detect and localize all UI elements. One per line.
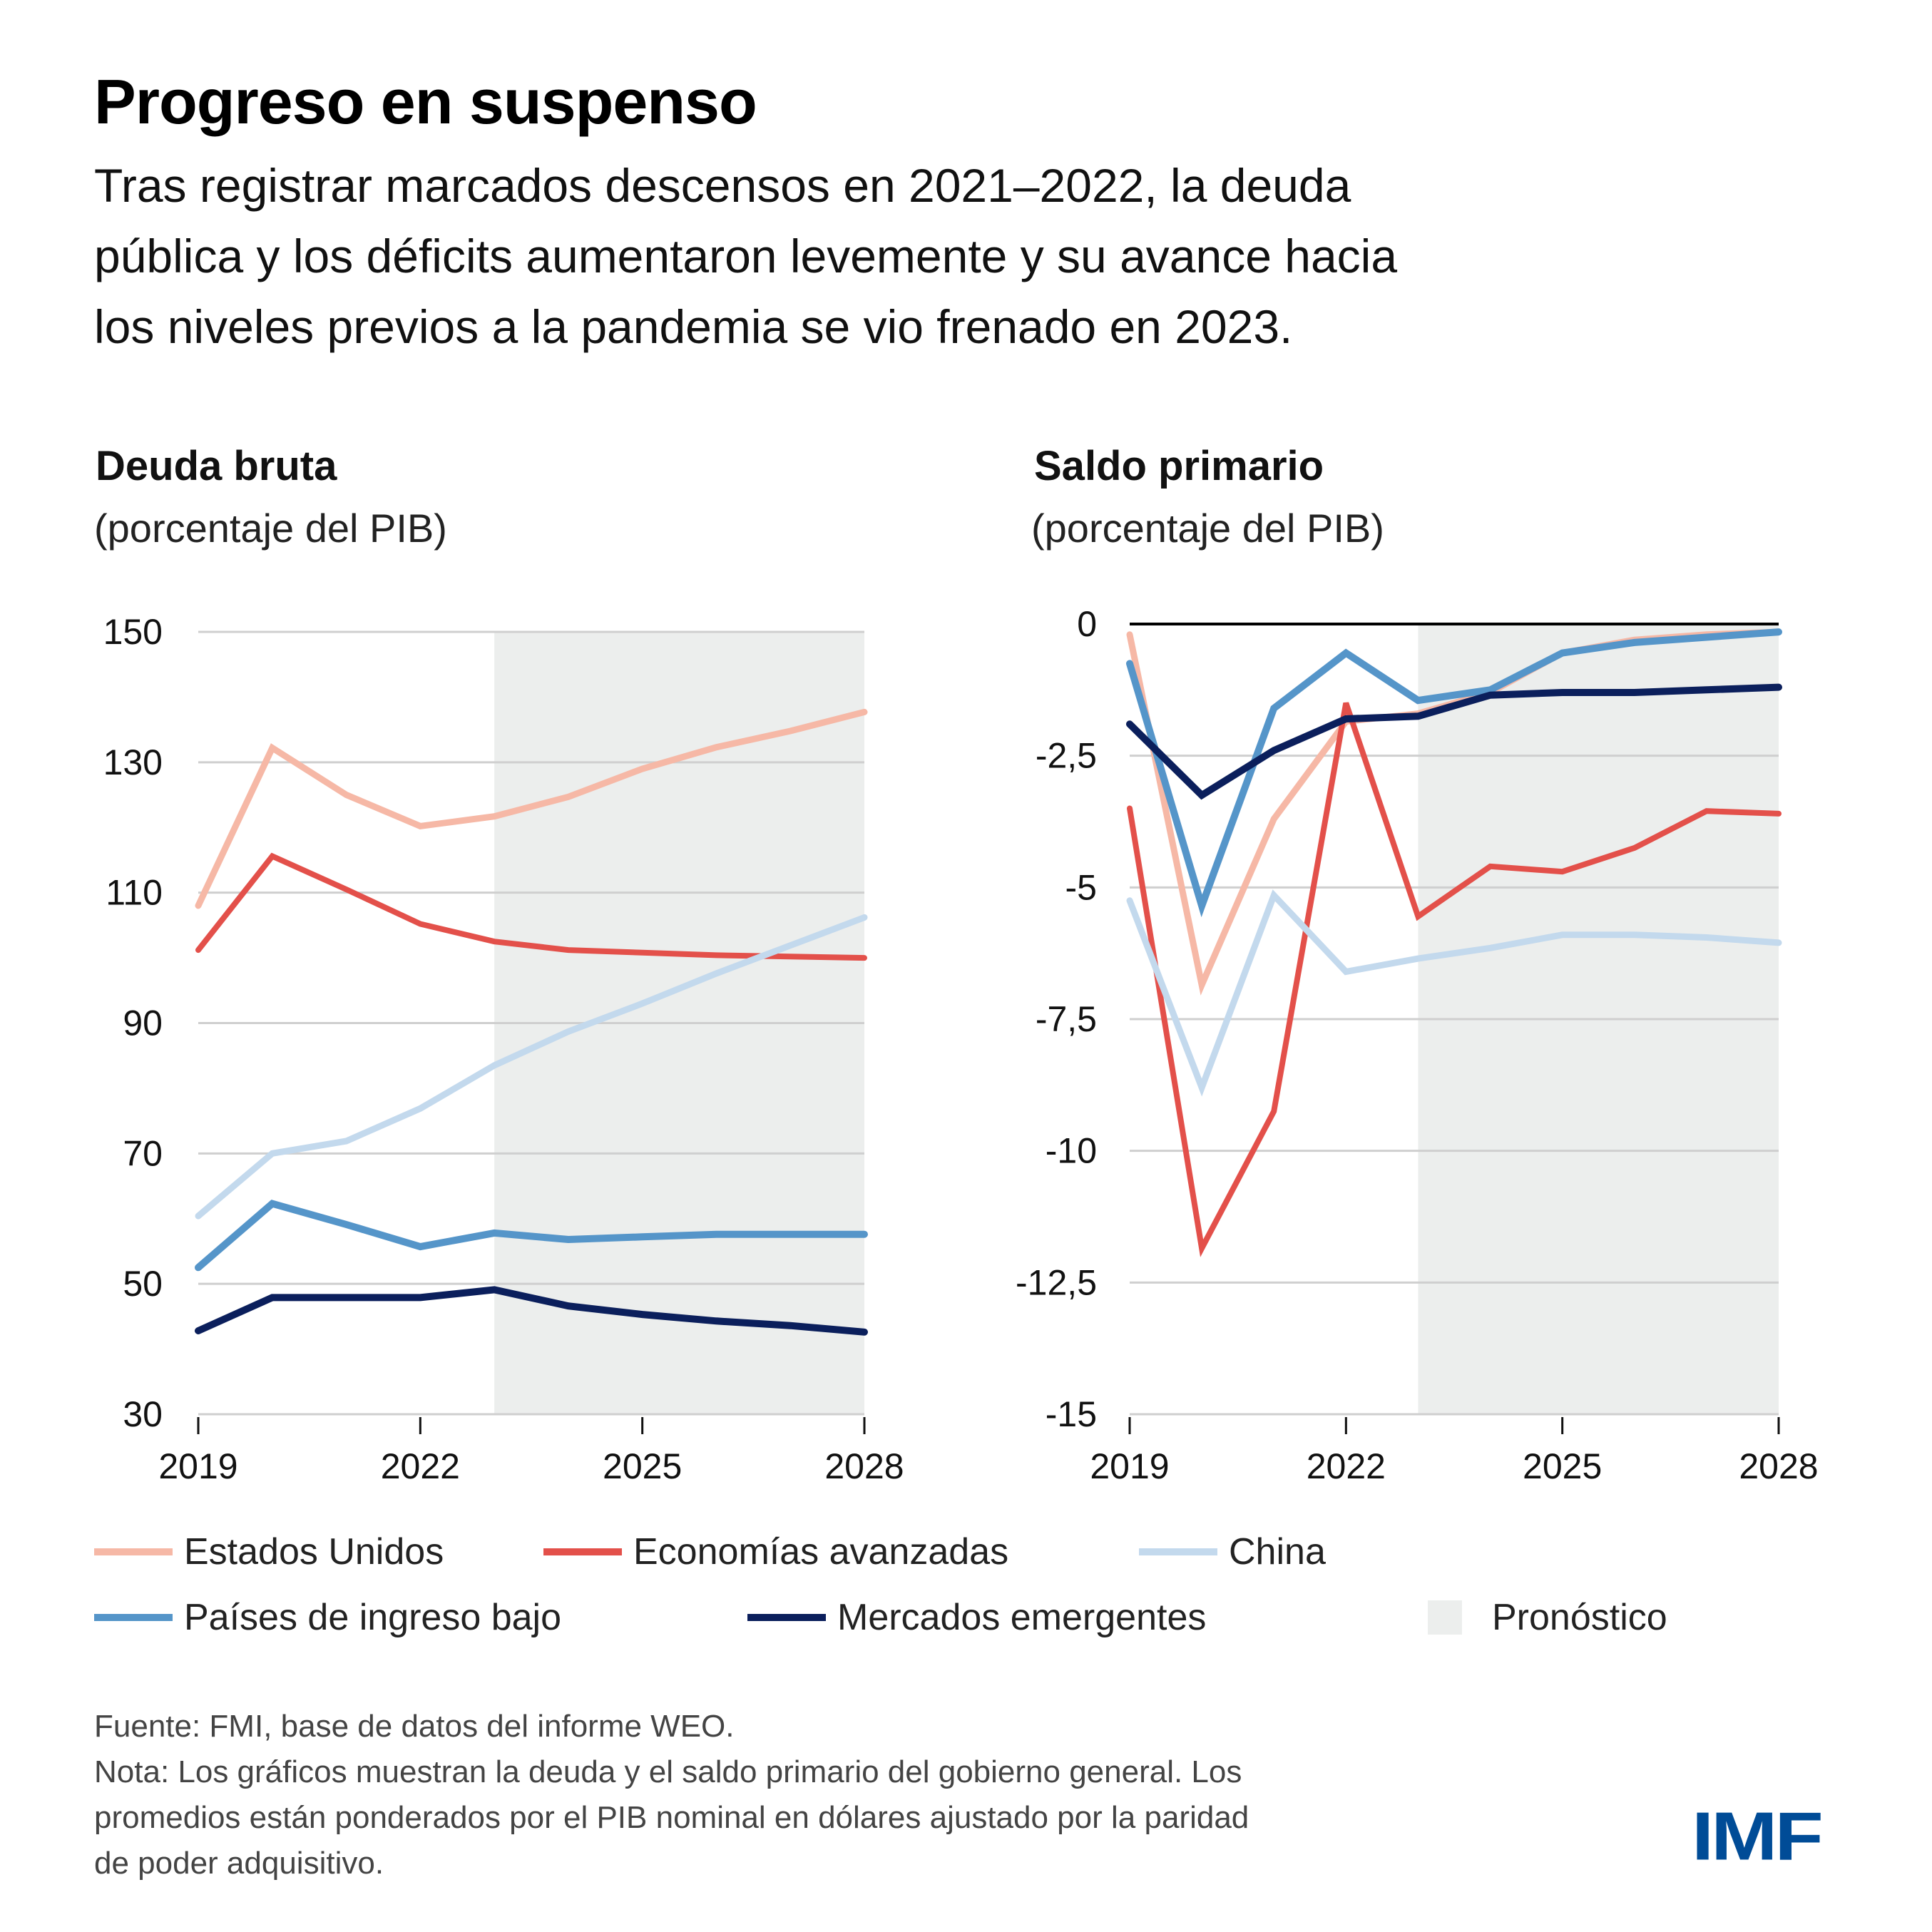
series-line-economias-avanzadas bbox=[1127, 702, 1782, 1257]
series-line-china bbox=[1126, 889, 1782, 1097]
y-tick-label: 90 bbox=[123, 1003, 163, 1043]
legend-label: Mercados emergentes bbox=[837, 1597, 1207, 1638]
legend-swatch-mercados-emergentes bbox=[747, 1614, 826, 1621]
x-tick-label: 2022 bbox=[1307, 1446, 1386, 1486]
deuda-bruta-chart: 30 50 70 90 110 130 150 2019 2022 2025 2028 bbox=[103, 612, 904, 1486]
saldo-primario-chart: -15 -12,5 -10 -7,5 -5 -2,5 0 2019 2022 2025 2028 bbox=[1016, 604, 1819, 1486]
y-tick-label: -10 bbox=[1046, 1131, 1097, 1171]
legend-item-economias-avanzadas: Economías avanzadas bbox=[543, 1530, 1008, 1573]
left-chart-subtitle: (porcentaje del PIB) bbox=[94, 506, 447, 551]
subtitle-line-1: Tras registrar marcados descensos en 202… bbox=[94, 159, 1351, 212]
series-line-economias-avanzadas bbox=[195, 852, 867, 961]
legend-label: Economías avanzadas bbox=[633, 1531, 1009, 1573]
y-tick-label: -12,5 bbox=[1016, 1262, 1097, 1302]
legend-item-china: China bbox=[1139, 1530, 1326, 1573]
legend-label: Estados Unidos bbox=[184, 1531, 444, 1573]
note-line-3: de poder adquisitivo. bbox=[94, 1846, 384, 1881]
series-line-paises-ingreso-bajo bbox=[195, 1200, 868, 1272]
legend-item-paises-ingreso-bajo: Países de ingreso bajo bbox=[94, 1596, 561, 1639]
forecast-swatch bbox=[1428, 1600, 1462, 1635]
legend-item-mercados-emergentes: Mercados emergentes bbox=[747, 1596, 1206, 1639]
legend-label: Países de ingreso bajo bbox=[184, 1597, 562, 1638]
x-tick-label: 2025 bbox=[603, 1446, 682, 1486]
series-line-estados-unidos bbox=[195, 708, 868, 909]
imf-logo: IMF bbox=[1692, 1798, 1824, 1874]
y-tick-label: -5 bbox=[1065, 867, 1097, 907]
legend-item-estados-unidos: Estados Unidos bbox=[94, 1530, 444, 1573]
left-chart-title: Deuda bruta bbox=[96, 443, 337, 489]
note-line-2: promedios están ponderados por el PIB no… bbox=[94, 1800, 1249, 1835]
y-tick-label: 150 bbox=[103, 612, 163, 652]
series-line-china bbox=[195, 914, 868, 1220]
y-tick-label: 70 bbox=[123, 1133, 163, 1173]
legend-swatch-paises-ingreso-bajo bbox=[94, 1614, 173, 1621]
x-tick-label: 2025 bbox=[1523, 1446, 1602, 1486]
series-line-mercados-emergentes bbox=[195, 1286, 868, 1336]
legend-label: China bbox=[1229, 1531, 1326, 1573]
y-tick-label: 0 bbox=[1077, 604, 1097, 644]
x-tick-label: 2028 bbox=[824, 1446, 904, 1486]
x-tick-label: 2028 bbox=[1739, 1446, 1818, 1486]
y-tick-label: -7,5 bbox=[1036, 999, 1097, 1039]
subtitle-line-3: los niveles previos a la pandemia se vio… bbox=[94, 300, 1293, 353]
y-tick-label: 30 bbox=[123, 1394, 163, 1434]
legend-swatch-estados-unidos bbox=[94, 1548, 173, 1555]
y-tick-label: 130 bbox=[103, 742, 163, 782]
x-tick-label: 2019 bbox=[1090, 1446, 1169, 1486]
legend-swatch-china bbox=[1139, 1548, 1217, 1555]
right-chart-title: Saldo primario bbox=[1034, 443, 1324, 489]
series-line-paises-ingreso-bajo bbox=[1126, 628, 1782, 918]
legend-swatch-economias-avanzadas bbox=[543, 1548, 622, 1555]
x-tick-label: 2022 bbox=[381, 1446, 460, 1486]
legend-label: Pronóstico bbox=[1492, 1597, 1667, 1638]
note-line-1: Nota: Los gráficos muestran la deuda y e… bbox=[94, 1754, 1242, 1789]
source-note: Fuente: FMI, base de datos del informe W… bbox=[94, 1709, 735, 1744]
y-tick-label: 110 bbox=[106, 873, 163, 913]
legend-item-pronostico: Pronóstico bbox=[1428, 1596, 1667, 1639]
series-line-mercados-emergentes bbox=[1126, 683, 1782, 800]
y-tick-label: 50 bbox=[123, 1264, 163, 1304]
chart-title: Progreso en suspenso bbox=[94, 66, 757, 137]
y-tick-label: -2,5 bbox=[1036, 736, 1097, 776]
subtitle-line-2: pública y los déficits aumentaron leveme… bbox=[94, 230, 1398, 282]
right-chart-subtitle: (porcentaje del PIB) bbox=[1031, 506, 1384, 551]
x-tick-label: 2019 bbox=[158, 1446, 237, 1486]
y-tick-label: -15 bbox=[1046, 1394, 1097, 1434]
